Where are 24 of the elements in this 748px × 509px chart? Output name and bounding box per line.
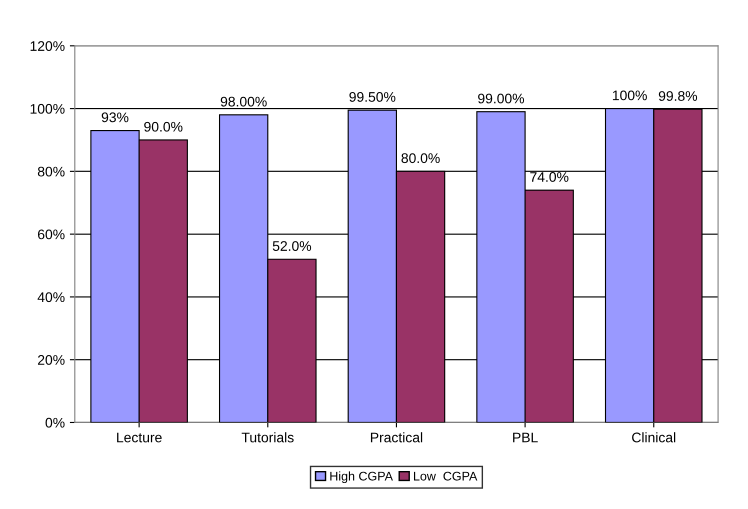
data-label: 93%	[102, 112, 128, 122]
x-tick-label: PBL	[513, 432, 538, 442]
data-label: 80.0%	[401, 153, 440, 164]
x-tick-label: Clinical	[632, 432, 676, 442]
y-tick-label: 0%	[46, 418, 65, 428]
data-label: 98.00%	[220, 96, 267, 107]
y-tick-label: 100%	[30, 104, 65, 114]
legend-label: Low CGPA	[414, 472, 478, 481]
x-tick-label: Lecture	[117, 432, 162, 442]
data-label: 99.8%	[658, 91, 698, 101]
y-tick-label: 60%	[38, 229, 65, 240]
y-tick-label: 20%	[38, 355, 65, 365]
x-tick-label: Practical	[370, 432, 422, 442]
y-tick-label: 80%	[38, 166, 65, 177]
x-tick-label: Tutorials	[242, 432, 294, 442]
legend-label: High CGPA	[330, 471, 393, 484]
data-label: 99.50%	[349, 92, 396, 102]
data-label: 52.0%	[272, 241, 312, 251]
data-label: 100%	[612, 90, 647, 100]
y-tick-label: 120%	[30, 41, 65, 51]
data-label: 99.00%	[478, 94, 524, 104]
y-tick-label: 40%	[38, 292, 65, 302]
data-label: 90.0%	[144, 122, 182, 132]
data-label: 74.0%	[530, 172, 568, 182]
